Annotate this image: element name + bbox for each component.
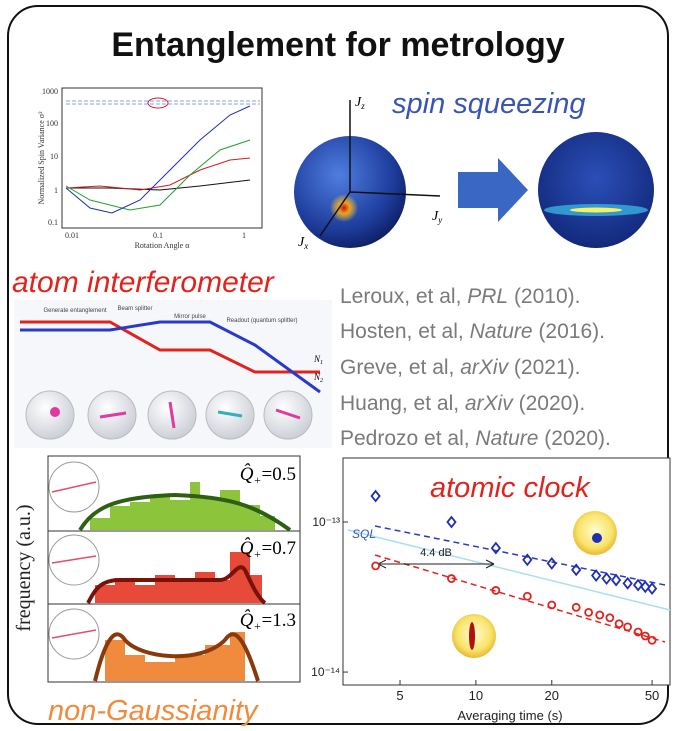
q-sub: + <box>253 473 261 487</box>
reference: Leroux, et al, PRL (2010). <box>340 285 580 308</box>
q-symbol: Q̂ <box>240 610 254 631</box>
x-tick-label: 10 <box>469 688 483 703</box>
atomic-clock-plot: atomic clock SQL 4.4 dB Averaging time (… <box>311 458 670 723</box>
q-eq: =0.5 <box>262 464 296 485</box>
q-eq: =0.7 <box>262 538 296 559</box>
authors: Huang, et al, <box>340 392 465 415</box>
q-sub: + <box>253 547 261 561</box>
authors: Leroux, et al, <box>340 285 467 308</box>
y-tick-label: 10 <box>50 152 58 161</box>
step-label: Mirror pulse <box>174 314 206 320</box>
step-label: Readout (quantum splitter) <box>226 318 297 324</box>
journal: arXiv <box>465 392 514 415</box>
axis-sub: z <box>360 101 365 111</box>
y-tick-label: 0.1 <box>48 218 58 227</box>
x-tick-label: 1 <box>242 231 246 240</box>
journal: PRL <box>467 285 508 308</box>
plot-frame <box>62 88 262 228</box>
axis-sub: y <box>437 215 442 225</box>
output-sub: 1 <box>320 360 323 366</box>
q-symbol: Q̂ <box>240 538 254 559</box>
panel-label: Q̂+=0.7 <box>240 538 296 561</box>
page: Entanglement for metrology 1000 100 10 1… <box>0 0 676 731</box>
x-tick-label: 0.01 <box>65 231 79 240</box>
panel-label: Q̂+=1.3 <box>240 610 296 633</box>
x-axis-label: Averaging time (s) <box>457 708 562 723</box>
y-tick-label: 1000 <box>42 87 58 96</box>
x-tick-label: 20 <box>545 688 559 703</box>
y-axis-label: Normalized Spin Variance σ² <box>37 111 46 205</box>
axis-sub: x <box>303 241 308 251</box>
reference: Greve, et al, arXiv (2021). <box>340 356 580 379</box>
squeezed-sphere <box>538 132 654 248</box>
year: (2020). <box>538 427 610 450</box>
step-label: Beam splitter <box>117 306 152 312</box>
reference: Hosten, et al, Nature (2016). <box>340 320 605 343</box>
squeezed-core <box>570 208 622 213</box>
step-label: Generate entanglement <box>43 308 106 314</box>
authors: Pedrozo et al, <box>340 427 475 450</box>
interferometer-diagram: Generate entanglement Beam splitter Mirr… <box>14 300 332 448</box>
y-tick-label: 1 <box>54 186 58 195</box>
inset-ball <box>573 511 617 555</box>
non-gaussianity-figure: frequency (a.u.) Q̂+=0.5 Q̂+=0.7 Q̂+=1.3 <box>13 456 300 682</box>
x-tick-label: 0.1 <box>153 231 163 240</box>
atom-interferometer-label: atom interferometer <box>12 266 275 299</box>
title: Entanglement for metrology <box>111 26 564 64</box>
gain-label: 4.4 dB <box>420 547 452 559</box>
year: (2021). <box>508 356 580 379</box>
reference: Pedrozo et al, Nature (2020). <box>340 427 611 450</box>
q-eq: =1.3 <box>262 610 296 631</box>
reference: Huang, et al, arXiv (2020). <box>340 392 585 415</box>
year: (2010). <box>508 285 580 308</box>
spin-variance-plot: 1000 100 10 1 0.1 0.01 0.1 1 Rotation An… <box>37 87 262 250</box>
year: (2020). <box>513 392 585 415</box>
y-axis-label: frequency (a.u.) <box>13 504 35 631</box>
y-tick-label: 10⁻¹⁴ <box>311 665 340 679</box>
sphere <box>26 391 74 439</box>
state <box>50 407 60 417</box>
journal: Nature <box>470 320 533 343</box>
sphere <box>538 132 654 248</box>
authors: Hosten, et al, <box>340 320 470 343</box>
inset-state <box>469 622 475 650</box>
journal: Nature <box>475 427 538 450</box>
y-tick-label: 100 <box>46 119 58 128</box>
x-tick-label: 5 <box>396 688 403 703</box>
spin-squeezing-label: spin squeezing <box>392 88 585 120</box>
state-spot <box>330 194 358 222</box>
x-tick-label: 50 <box>645 688 659 703</box>
output-sub: 2 <box>320 378 323 384</box>
journal: arXiv <box>460 356 509 379</box>
year: (2016). <box>533 320 605 343</box>
non-gaussianity-label: non-Gaussianity <box>48 695 259 727</box>
sql-label: SQL <box>352 527 376 541</box>
q-sub: + <box>253 619 261 633</box>
authors: Greve, et al, <box>340 356 460 379</box>
panel-label: Q̂+=0.5 <box>240 464 296 487</box>
q-symbol: Q̂ <box>240 464 254 485</box>
x-axis-label: Rotation Angle α <box>135 241 191 250</box>
inset-state <box>592 533 602 543</box>
atomic-clock-label: atomic clock <box>430 472 591 504</box>
slide: Entanglement for metrology 1000 100 10 1… <box>0 0 676 731</box>
y-tick-label: 10⁻¹³ <box>312 515 340 529</box>
